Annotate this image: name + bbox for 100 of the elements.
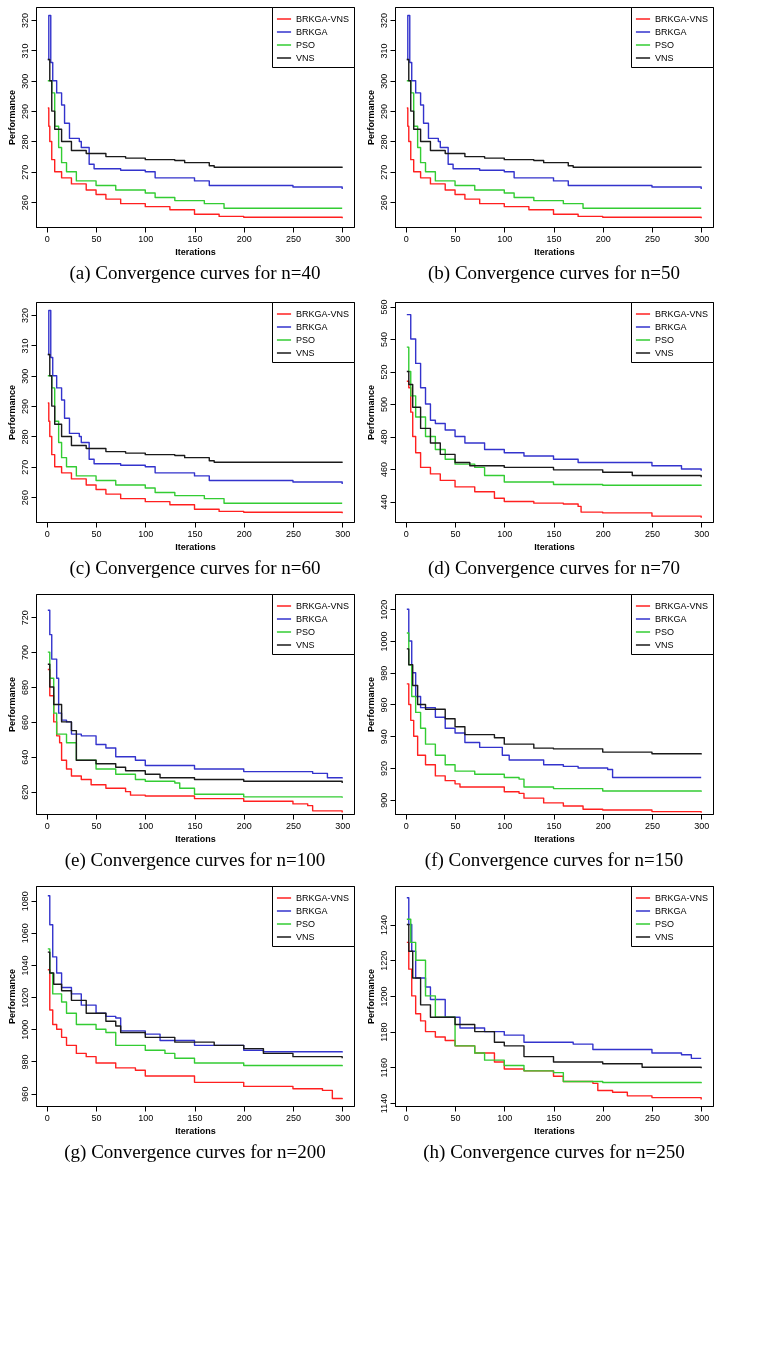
legend-label: BRKGA [296,906,328,916]
y-tick-label: 270 [19,459,30,475]
legend-label: VNS [655,53,674,63]
y-tick-label: 680 [19,679,30,696]
x-tick-label: 200 [236,233,252,244]
x-tick-label: 100 [497,820,513,831]
x-tick-label: 150 [546,820,562,831]
x-tick-label: 200 [595,528,611,539]
x-axis-title: Iterations [175,541,216,552]
x-tick-label: 300 [335,233,351,244]
y-tick-label: 260 [19,195,30,211]
y-tick-label: 720 [19,610,30,626]
x-tick-label: 300 [694,1112,710,1123]
y-tick-label: 540 [378,332,389,348]
y-tick-label: 980 [19,1054,30,1070]
legend-label: PSO [655,919,675,929]
x-tick-label: 50 [91,528,102,539]
y-tick-label: 960 [378,697,389,713]
legend-label: VNS [296,348,315,358]
y-tick-label: 980 [378,665,389,681]
x-tick-label: 200 [236,528,252,539]
legend-label: BRKGA-VNS [655,14,709,24]
x-tick-label: 0 [403,233,409,244]
x-tick-label: 50 [91,820,102,831]
y-tick-label: 290 [19,399,30,415]
y-axis-title: Performance [365,89,376,146]
x-axis-title: Iterations [534,246,575,257]
x-tick-label: 100 [497,1112,513,1123]
y-tick-label: 270 [19,164,30,180]
legend-label: BRKGA-VNS [655,601,709,611]
y-axis-title: Performance [365,384,376,441]
x-tick-label: 0 [44,820,50,831]
x-tick-label: 250 [644,820,660,831]
x-tick-label: 100 [138,1112,154,1123]
y-tick-label: 1040 [19,955,30,976]
y-tick-label: 1200 [378,986,389,1007]
x-tick-label: 100 [138,233,154,244]
x-tick-label: 250 [644,1112,660,1123]
x-tick-label: 50 [91,1112,102,1123]
legend-label: VNS [296,640,315,650]
y-tick-label: 280 [19,429,30,445]
y-tick-label: 300 [378,73,389,89]
legend-label: PSO [655,335,675,345]
y-tick-label: 480 [378,429,389,445]
legend-label: BRKGA [655,906,687,916]
x-tick-label: 150 [187,528,203,539]
x-tick-label: 0 [403,820,409,831]
text: (f) Convergence curves for n=150 [424,849,684,871]
y-tick-label: 560 [378,299,389,315]
x-axis-title: Iterations [534,1125,575,1136]
legend-label: BRKGA [296,27,328,37]
text: (h) Convergence curves for n=250 [423,1141,685,1163]
x-tick-label: 0 [44,233,50,244]
y-tick-label: 920 [378,760,389,776]
y-tick-label: 1240 [378,915,389,936]
x-tick-label: 250 [285,820,301,831]
legend-label: BRKGA-VNS [655,893,709,903]
x-tick-label: 250 [644,233,660,244]
legend-label: VNS [655,640,674,650]
y-tick-label: 960 [19,1086,30,1102]
y-tick-label: 290 [378,104,389,120]
y-tick-label: 1060 [19,923,30,944]
y-tick-label: 320 [19,308,30,324]
y-tick-label: 300 [19,73,30,89]
x-tick-label: 200 [595,820,611,831]
legend-label: VNS [296,932,315,942]
x-tick-label: 300 [694,528,710,539]
y-tick-label: 1000 [378,631,389,652]
legend-label: BRKGA [655,322,687,332]
text: (c) Convergence curves for n=60 [69,557,321,579]
x-tick-label: 250 [285,233,301,244]
x-tick-label: 150 [546,1112,562,1123]
y-tick-label: 460 [378,462,389,478]
y-tick-label: 1020 [378,599,389,620]
y-tick-label: 320 [378,13,389,29]
legend-label: VNS [655,932,674,942]
y-axis-title: Performance [6,676,17,733]
x-tick-label: 100 [497,528,513,539]
y-tick-label: 700 [19,645,30,661]
x-tick-label: 0 [44,528,50,539]
y-tick-label: 1080 [19,891,30,912]
legend-label: VNS [296,53,315,63]
legend-label: BRKGA [655,27,687,37]
x-tick-label: 300 [694,233,710,244]
x-tick-label: 300 [335,820,351,831]
legend-label: BRKGA [296,614,328,624]
text: (g) Convergence curves for n=200 [64,1141,326,1163]
y-tick-label: 660 [19,714,30,730]
y-tick-label: 310 [19,338,30,354]
y-axis-title: Performance [6,968,17,1025]
legend-label: PSO [655,40,675,50]
legend-label: PSO [296,919,316,929]
y-tick-label: 320 [19,13,30,29]
x-tick-label: 300 [694,820,710,831]
y-tick-label: 310 [378,43,389,59]
x-tick-label: 0 [403,1112,409,1123]
x-axis-title: Iterations [534,833,575,844]
legend-label: PSO [655,627,675,637]
x-tick-label: 50 [450,528,461,539]
y-axis-title: Performance [365,676,376,733]
